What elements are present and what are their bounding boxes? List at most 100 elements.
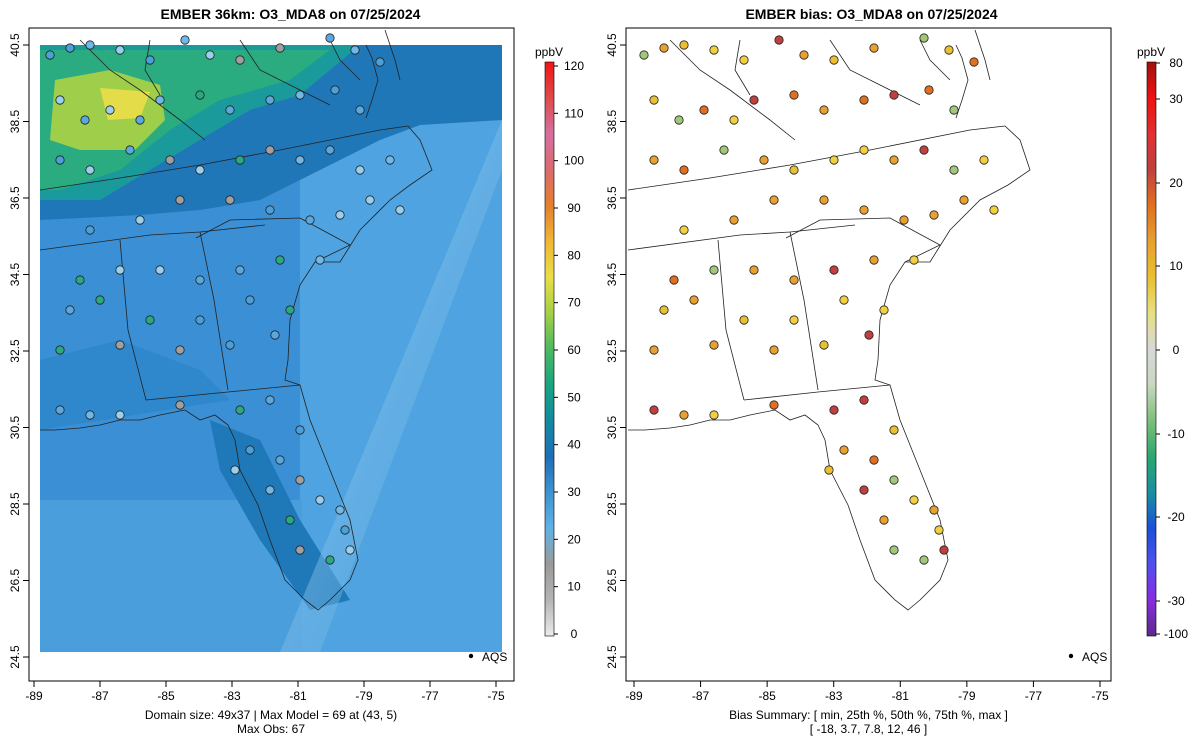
aqs-station-marker [859, 145, 869, 155]
aqs-station-marker [819, 105, 829, 115]
aqs-station-marker [235, 405, 245, 415]
colorbar-tick-label: 30 [1169, 92, 1183, 106]
aqs-station-marker [95, 295, 105, 305]
y-tick-label: 36.5 [8, 186, 22, 210]
state-line-al-ga [199, 231, 229, 391]
aqs-station-marker [649, 405, 659, 415]
aqs-station-marker [679, 410, 689, 420]
aqs-station-marker [350, 45, 360, 55]
colorbar-tick-label: 50 [567, 390, 581, 404]
aqs-station-marker [769, 195, 779, 205]
x-tick-label: -89 [25, 689, 43, 703]
aqs-station-marker [709, 410, 719, 420]
aqs-station-marker [275, 43, 285, 53]
aqs-station-marker [275, 455, 285, 465]
aqs-station-marker [55, 95, 65, 105]
aqs-station-marker [135, 115, 145, 125]
aqs-station-marker [315, 495, 325, 505]
aqs-station-marker [979, 155, 989, 165]
right-aqs-legend-label: AQS [1082, 650, 1107, 664]
aqs-station-marker [919, 555, 929, 565]
aqs-station-marker [889, 90, 899, 100]
aqs-station-marker [679, 225, 689, 235]
right-x-axis: -89 -87 -85 -83 -81 -79 -77 -75 [625, 681, 1109, 703]
aqs-station-marker [859, 205, 869, 215]
aqs-station-marker [175, 345, 185, 355]
aqs-station-marker [839, 445, 849, 455]
x-tick-label: -79 [355, 689, 373, 703]
aqs-station-marker [355, 165, 365, 175]
aqs-station-marker [285, 305, 295, 315]
aqs-station-marker [395, 205, 405, 215]
aqs-station-marker [649, 345, 659, 355]
colorbar-tick-label: 20 [567, 532, 581, 546]
aqs-station-marker [739, 315, 749, 325]
aqs-station-marker [639, 50, 649, 60]
aqs-station-marker [85, 410, 95, 420]
aqs-station-marker [789, 90, 799, 100]
aqs-station-marker [245, 445, 255, 455]
aqs-station-marker [709, 45, 719, 55]
aqs-station-marker [679, 165, 689, 175]
aqs-station-marker [225, 340, 235, 350]
colorbar-tick-label: 110 [564, 106, 583, 120]
state-line-de-nj [384, 29, 401, 81]
aqs-station-marker [909, 255, 919, 265]
state-line-al-ga-r [789, 231, 819, 391]
colorbar-tick-label: 60 [567, 343, 581, 357]
colorbar-tick-label: 90 [567, 201, 581, 215]
right-y-axis: 40.5 38.5 36.5 34.5 32.5 30.5 28.5 26.5 24.5 [605, 33, 626, 669]
aqs-station-marker [85, 165, 95, 175]
aqs-station-marker [55, 155, 65, 165]
y-tick-label: 34.5 [605, 262, 619, 286]
x-tick-label: -81 [892, 689, 910, 703]
aqs-station-marker [265, 95, 275, 105]
left-footer-line2: Max Obs: 67 [236, 722, 306, 736]
state-line-fl-north-r [743, 384, 891, 401]
aqs-station-marker [330, 85, 340, 95]
aqs-station-marker [315, 255, 325, 265]
state-line-tn-south-r [627, 224, 856, 251]
right-aqs-stations [639, 33, 999, 565]
left-aqs-stations [45, 33, 405, 565]
left-map-frame [28, 27, 515, 682]
aqs-station-marker [325, 555, 335, 565]
colorbar-tick-label: 0 [1173, 343, 1180, 357]
y-tick-label: 24.5 [8, 645, 22, 669]
y-tick-label: 40.5 [605, 33, 619, 57]
aqs-station-marker [325, 145, 335, 155]
aqs-station-marker [335, 505, 345, 515]
aqs-station-marker [285, 515, 295, 525]
aqs-station-marker [80, 115, 90, 125]
aqs-station-marker [719, 145, 729, 155]
colorbar-tick-label: 10 [1169, 259, 1183, 273]
state-line-in-oh [144, 39, 161, 96]
state-line-wv-r [829, 39, 921, 106]
aqs-station-marker [959, 195, 969, 205]
left-colorbar: ppbV 0 10 20 30 40 50 60 70 80 90 100 110 120 [535, 45, 584, 641]
right-map-panel: -89 -87 -85 -83 -81 -79 -77 -75 40.5 38.5 36.5 34.… [605, 27, 1112, 703]
right-footer-line1: Bias Summary: [ min, 25th %, 50th %, 75t… [729, 708, 1008, 722]
state-line-tn-south [39, 224, 266, 251]
aqs-station-marker [839, 295, 849, 305]
x-tick-label: -75 [1091, 689, 1109, 703]
aqs-station-marker [864, 330, 874, 340]
x-tick-label: -79 [958, 689, 976, 703]
aqs-station-marker [340, 525, 350, 535]
model-field-florida [210, 420, 350, 610]
aqs-station-marker [115, 340, 125, 350]
aqs-station-marker [669, 275, 679, 285]
y-tick-label: 30.5 [605, 415, 619, 439]
aqs-station-marker [195, 315, 205, 325]
aqs-station-marker [85, 225, 95, 235]
left-colorbar-unit: ppbV [535, 45, 563, 59]
aqs-station-marker [799, 50, 809, 60]
right-aqs-legend-dot [1068, 653, 1074, 659]
aqs-station-marker [829, 265, 839, 275]
right-colorbar-ramp [1146, 61, 1157, 637]
aqs-station-marker [709, 340, 719, 350]
state-line-de-nj-r [974, 29, 991, 81]
aqs-station-marker [55, 405, 65, 415]
aqs-station-marker [749, 265, 759, 275]
